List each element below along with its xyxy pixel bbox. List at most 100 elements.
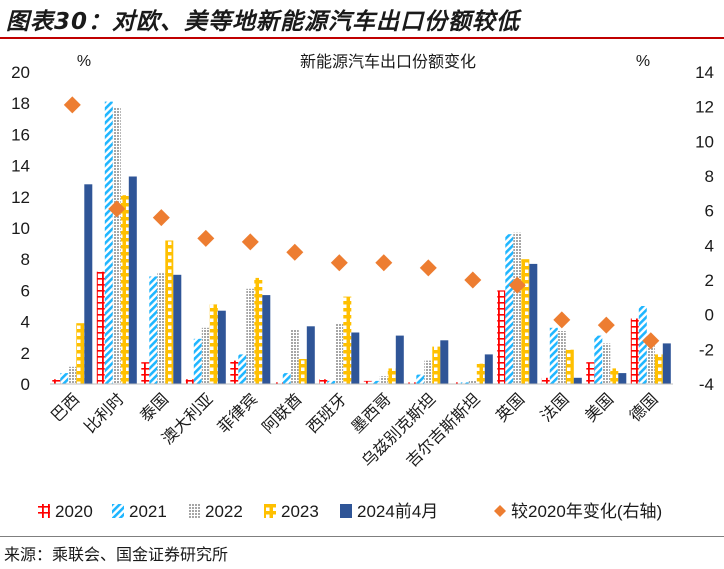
left-tick-label: 18 <box>11 94 30 113</box>
source-note: 来源：乘联会、国金证券研究所 <box>4 545 229 564</box>
bar-2022-泰国 <box>157 273 166 384</box>
bar-2020-吉尔吉斯斯坦 <box>452 382 461 384</box>
diamond-marker-巴西 <box>63 96 81 114</box>
bar-2024前4月-法国 <box>573 377 582 384</box>
bar-2022-乌兹别克斯坦 <box>424 360 433 384</box>
category-label: 美国 <box>582 390 617 425</box>
diamond-marker-阿联酋 <box>286 243 304 261</box>
left-tick-label: 4 <box>21 313 30 332</box>
left-tick-label: 20 <box>11 63 30 82</box>
legend-swatch-2021 <box>112 504 124 518</box>
right-axis: -4 -2 0 2 4 6 8 10 12 14 <box>695 63 714 394</box>
right-axis-unit: % <box>636 53 650 70</box>
source-rule <box>0 536 724 537</box>
bar-2022-法国 <box>557 331 566 384</box>
diamond-marker-比利时 <box>108 200 126 218</box>
legend-label-2022: 2022 <box>205 502 243 521</box>
bar-2021-德国 <box>638 306 647 384</box>
bar-2023-澳大利亚 <box>209 304 218 384</box>
right-tick-label: 14 <box>695 63 714 82</box>
bar-2022-英国 <box>513 232 522 384</box>
bar-2024前4月-澳大利亚 <box>217 310 226 384</box>
category-label: 泰国 <box>137 390 172 425</box>
left-tick-label: 8 <box>21 250 30 269</box>
left-axis-unit: % <box>77 53 91 70</box>
bar-2022-墨西哥 <box>379 376 388 384</box>
chart-title: 新能源汽车出口份额变化 <box>300 53 476 71</box>
left-tick-label: 6 <box>21 281 30 300</box>
bar-2020-英国 <box>497 290 506 384</box>
bar-2022-美国 <box>602 343 611 384</box>
diamond-marker-吉尔吉斯斯坦 <box>464 271 482 289</box>
bar-2024前4月-乌兹别克斯坦 <box>440 340 449 384</box>
category-labels: 巴西比利时 泰国澳大利亚菲律宾阿联酋西班牙墨西哥乌兹别克斯坦吉尔吉斯斯坦 英国 法国美… <box>48 390 661 471</box>
bar-2023-乌兹别克斯坦 <box>432 346 441 384</box>
bar-2020-澳大利亚 <box>185 379 194 384</box>
legend-swatch-2024前4月 <box>340 504 352 518</box>
bar-2021-比利时 <box>104 101 113 384</box>
bar-2022-比利时 <box>112 107 121 385</box>
diamond-marker-法国 <box>553 311 571 329</box>
bar-2020-巴西 <box>52 379 61 384</box>
right-tick-label: -4 <box>699 375 714 394</box>
bar-2021-英国 <box>505 234 514 384</box>
marker-group <box>63 96 660 350</box>
legend-label-2020: 2020 <box>55 502 93 521</box>
chart: 新能源汽车出口份额变化 % % 0 2 4 6 8 10 12 14 16 18 20 -4 -2 0 2… <box>11 53 714 521</box>
legend-label-2024前4月: 2024前4月 <box>357 502 438 521</box>
bar-2022-西班牙 <box>335 323 344 384</box>
bar-2024前4月-西班牙 <box>351 332 360 384</box>
bar-2024前4月-菲律宾 <box>262 295 271 384</box>
bar-2024前4月-泰国 <box>173 274 182 384</box>
bar-2023-德国 <box>654 354 663 384</box>
bar-2020-比利时 <box>96 271 105 384</box>
bar-2024前4月-吉尔吉斯斯坦 <box>484 354 493 384</box>
left-axis: 0 2 4 6 8 10 12 14 16 18 20 <box>11 63 30 394</box>
bar-2020-菲律宾 <box>230 360 239 384</box>
right-tick-label: 8 <box>705 167 714 186</box>
category-label: 英国 <box>493 390 528 425</box>
bar-2022-德国 <box>646 343 655 384</box>
right-tick-label: 4 <box>705 236 714 255</box>
bar-2024前4月-阿联酋 <box>306 326 315 384</box>
legend-swatch-2022 <box>188 504 200 518</box>
bar-group <box>52 101 671 385</box>
bar-2022-巴西 <box>68 366 77 384</box>
bar-2021-澳大利亚 <box>193 338 202 384</box>
bar-2022-澳大利亚 <box>201 327 210 384</box>
diamond-marker-泰国 <box>152 209 170 227</box>
left-tick-label: 0 <box>21 375 30 394</box>
bar-2021-墨西哥 <box>371 380 380 384</box>
diamond-marker-菲律宾 <box>241 233 259 251</box>
bar-2021-阿联酋 <box>282 373 291 384</box>
right-tick-label: 6 <box>705 202 714 221</box>
diamond-marker-西班牙 <box>330 254 348 272</box>
title-rule <box>0 37 724 39</box>
diamond-marker-德国 <box>642 332 660 350</box>
category-label: 比利时 <box>81 390 128 437</box>
bar-2021-乌兹别克斯坦 <box>416 374 425 384</box>
legend-label-较2020年变化(右轴): 较2020年变化(右轴) <box>511 502 662 521</box>
bar-2023-美国 <box>610 368 619 384</box>
bar-2022-吉尔吉斯斯坦 <box>468 380 477 384</box>
bar-2020-泰国 <box>141 362 150 384</box>
legend-swatch-较2020年变化(右轴) <box>494 505 506 517</box>
bar-2023-英国 <box>521 259 530 384</box>
bar-2020-乌兹别克斯坦 <box>408 382 417 384</box>
bar-2024前4月-墨西哥 <box>395 335 404 384</box>
right-tick-label: 10 <box>695 132 714 151</box>
bar-2024前4月-英国 <box>529 263 538 384</box>
left-tick-label: 14 <box>11 157 30 176</box>
bar-2020-墨西哥 <box>363 380 372 384</box>
right-tick-label: 12 <box>695 98 714 117</box>
bar-2023-比利时 <box>120 195 129 384</box>
bar-2024前4月-巴西 <box>84 184 93 384</box>
left-tick-label: 10 <box>11 219 30 238</box>
diamond-marker-美国 <box>597 316 615 334</box>
bar-2020-西班牙 <box>319 379 328 384</box>
bar-2022-阿联酋 <box>290 329 299 384</box>
bar-2021-西班牙 <box>327 380 336 384</box>
bar-2020-德国 <box>630 318 639 384</box>
category-label: 阿联酋 <box>259 390 306 437</box>
bar-2024前4月-比利时 <box>128 176 137 384</box>
